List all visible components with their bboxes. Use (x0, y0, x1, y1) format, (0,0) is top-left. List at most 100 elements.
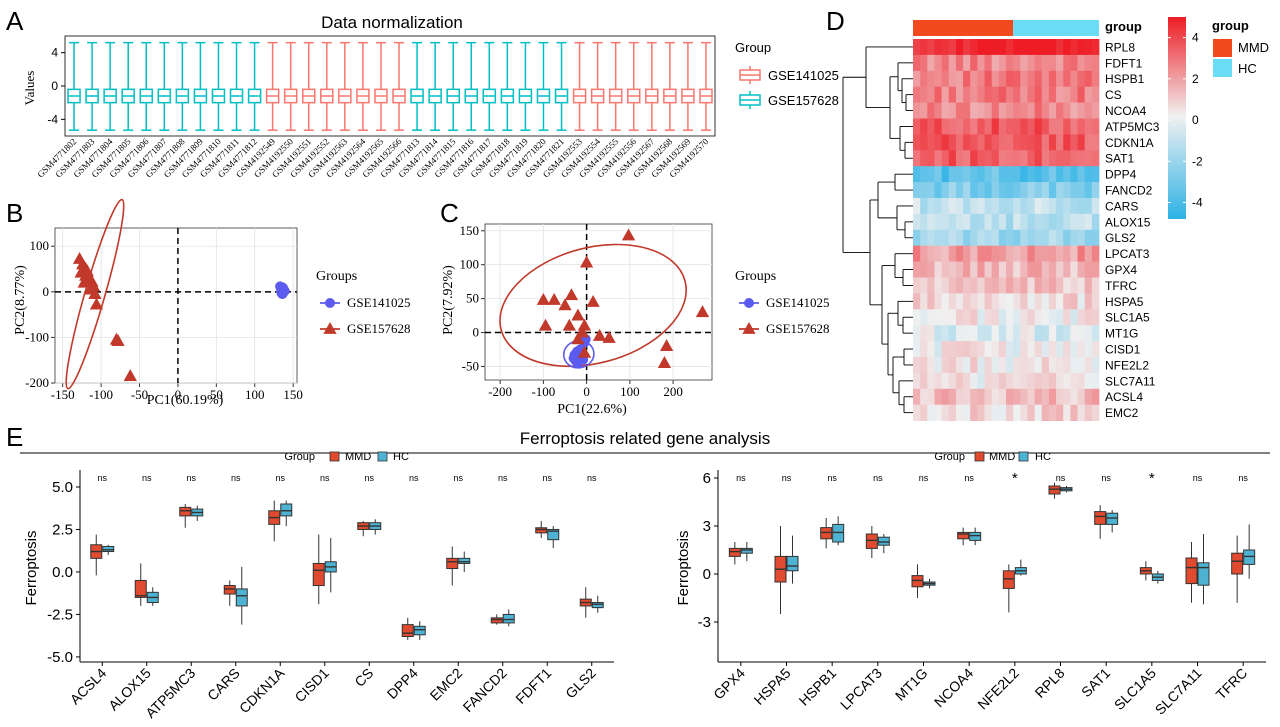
panel-d-cell (1084, 404, 1093, 421)
panel-e-left-box-mmd (223, 580, 236, 606)
panel-d-cell (1041, 86, 1050, 103)
panel-b-xtick-label: 100 (245, 387, 265, 402)
panel-d-cell (913, 182, 921, 199)
panel-a-title: Data normalization (321, 13, 463, 32)
panel-d-cell (948, 372, 957, 390)
panel-d-cell (913, 213, 921, 231)
panel-d-cell (920, 166, 928, 183)
panel-e-left-box-hc (191, 505, 204, 521)
panel-d-cell (1048, 166, 1057, 183)
panel-e-left-box-hc-box (591, 602, 604, 609)
panel-d-cell (1077, 341, 1086, 358)
panel-c-legend-label-1: GSE141025 (766, 295, 830, 310)
panel-b-point-gse157628 (82, 272, 97, 284)
panel-d-cell (1056, 102, 1064, 119)
panel-d-cell (1027, 404, 1036, 421)
panel-d-cell (984, 213, 993, 231)
panel-d-cell (948, 245, 957, 262)
panel-d-cell (1041, 372, 1050, 390)
panel-d-cell (970, 341, 978, 358)
panel-d-cell (920, 277, 928, 294)
panel-c-point-gse157628 (621, 228, 636, 241)
panel-d-cell (1020, 293, 1028, 310)
panel-d-cell (1063, 118, 1071, 135)
panel-d-cell (1006, 198, 1014, 215)
panel-d-cell (970, 70, 978, 88)
panel-e-right-xtick-label: MT1G (892, 665, 931, 704)
panel-d-cell (1034, 198, 1043, 215)
panel-d-cell (998, 372, 1007, 390)
panel-d-cell (941, 372, 950, 390)
panel-d-cell (948, 182, 957, 199)
panel-d-cell (948, 357, 957, 374)
panel-d-cell (1063, 213, 1071, 231)
panel-d-cell (1041, 166, 1050, 183)
panel-d-cell (934, 229, 943, 247)
panel-d-cell (998, 293, 1007, 310)
panel-e-left-significance: ns (542, 473, 552, 483)
panel-d-cell (934, 39, 943, 56)
panel-c-point-gse157628 (547, 292, 561, 305)
panel-d-cell (948, 102, 957, 119)
panel-d-cell (1013, 372, 1021, 390)
panel-d-cell (984, 357, 993, 374)
panel-e-left-box-hc (146, 587, 159, 606)
panel-d-cell (1063, 309, 1071, 326)
panel-a-box (374, 41, 388, 131)
panel-d-cell (977, 150, 985, 167)
panel-d-cell (955, 277, 964, 294)
panel-d-cell (1006, 166, 1014, 183)
panel-d-cell (1070, 70, 1078, 88)
panel-e-left-box-mmd (535, 520, 548, 538)
panel-c-ellipse (499, 243, 687, 368)
panel-e-left-xtick-label: DPP4 (384, 665, 421, 702)
panel-d-cell (1084, 309, 1093, 326)
panel-d-cell (991, 150, 1000, 167)
panel-d-cell (927, 325, 935, 342)
panel-e-left-significance: ns (97, 473, 107, 483)
panel-d-cell (1027, 341, 1036, 358)
panel-d-cell (1020, 86, 1028, 103)
panel-d-cell (1063, 182, 1071, 199)
panel-d-row-label: HSPB1 (1105, 72, 1145, 86)
panel-b-legend-key-triangle (323, 322, 337, 334)
panel-d-cell (1084, 293, 1093, 310)
panel-d-cell (1070, 166, 1078, 183)
panel-e-right-box-mmd-box (1048, 485, 1061, 495)
panel-d-cell (920, 388, 928, 406)
panel-e-right-xtick-label: SLC7A11 (1152, 665, 1205, 718)
panel-d-cell (970, 277, 978, 294)
panel-d-cell (948, 70, 957, 88)
panel-d-cell (977, 404, 985, 421)
panel-d-cell (913, 293, 921, 310)
panel-d-cell (1006, 261, 1014, 278)
panel-c-point-gse157628 (657, 356, 672, 368)
panel-d-cell (1077, 357, 1086, 374)
panel-d-cell (1048, 134, 1057, 151)
panel-d-row-label: EMC2 (1105, 406, 1139, 420)
panel-e-left-box-hc-box (280, 503, 293, 517)
panel-e-left-xtick-label: FANCD2 (460, 665, 511, 716)
panel-d-cell (1056, 229, 1064, 247)
panel-d-cell (934, 325, 943, 342)
panel-e-right-xtick-label: RPL8 (1032, 665, 1068, 701)
panel-d-cell (1070, 277, 1078, 294)
panel-d-row-label: SAT1 (1105, 152, 1134, 166)
panel-d-cell (913, 39, 921, 56)
panel-d-cell (1027, 86, 1036, 103)
panel-d-cell (1020, 102, 1028, 119)
panel-d-cell (920, 54, 928, 72)
panel-d-cell (1027, 357, 1036, 374)
panel-d-cell (1020, 388, 1028, 406)
panel-d-cell (1020, 245, 1028, 262)
panel-d-cell (1034, 134, 1043, 151)
panel-d-cell (1027, 213, 1036, 231)
panel-d-cell (970, 404, 978, 421)
panel-a-box (518, 41, 533, 131)
panel-c-xtick-label: -100 (531, 384, 555, 399)
panel-d-cell (1034, 404, 1043, 421)
panel-a-box (392, 41, 406, 131)
panel-d-cell (927, 357, 935, 374)
panel-e-left-significance: ns (409, 473, 419, 483)
panel-d-cell (941, 166, 950, 183)
